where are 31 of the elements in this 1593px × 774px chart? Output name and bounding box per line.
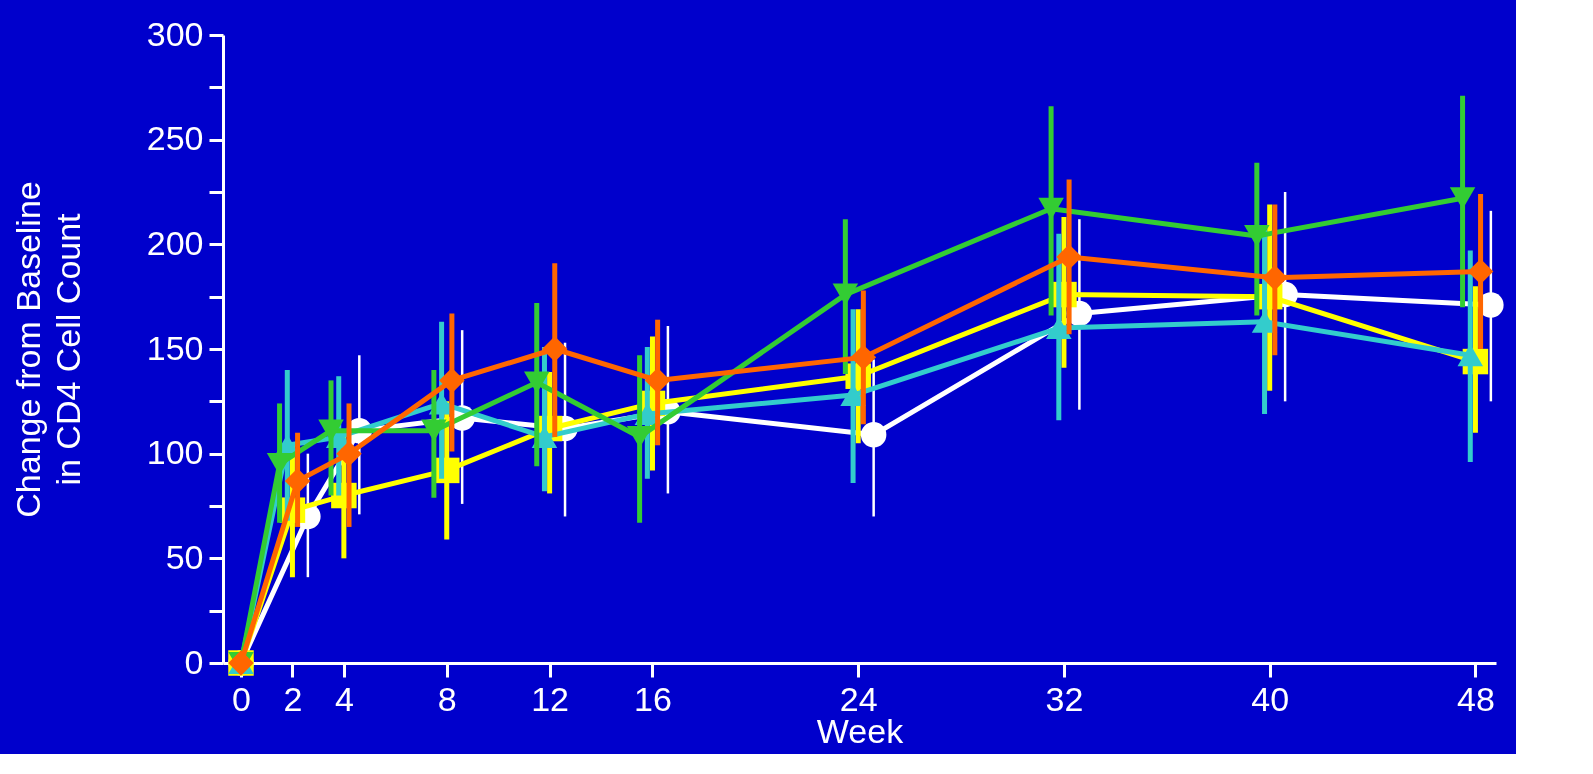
y-tick-label: 250 [146,119,204,158]
y-tick-label: 0 [184,642,204,681]
y-tick-label: 150 [146,328,204,367]
y-tick-label: 50 [165,537,204,576]
x-tick-label: 4 [334,679,354,718]
point [1056,244,1082,270]
point [1457,344,1484,367]
x-tick-label: 12 [531,679,570,718]
point [1046,317,1072,340]
y-tick-label: 200 [146,223,204,262]
point [1467,258,1494,285]
point [439,367,465,394]
point [336,440,362,467]
point [850,344,877,371]
x-tick-label: 16 [634,679,672,718]
x-tick-label: 48 [1457,679,1495,718]
point [860,422,887,448]
y-axis-title: Change from Baseline in CD4 Cell Count [8,181,87,518]
x-tick-label: 8 [437,679,457,718]
point [542,336,568,362]
y-tick-label: 300 [146,14,204,53]
point [626,425,653,448]
y-tick-label: 100 [146,433,204,472]
point [644,367,671,394]
point [284,468,311,494]
x-tick-label: 32 [1045,679,1084,718]
x-tick-label: 40 [1251,679,1290,718]
x-tick-label: 2 [283,679,303,718]
x-tick-label: 0 [232,679,251,718]
point [1262,265,1288,291]
point [1244,224,1270,247]
